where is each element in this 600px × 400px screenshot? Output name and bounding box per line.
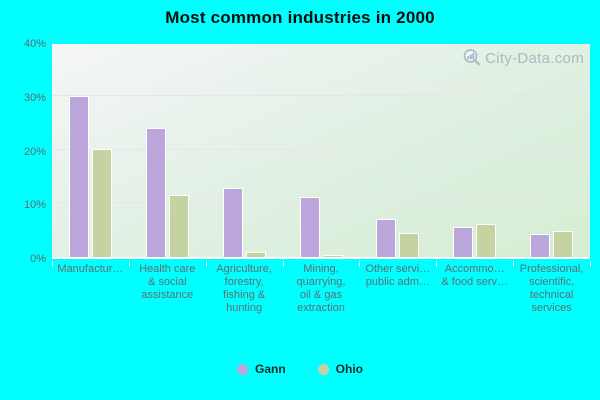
x-tick-label-6: Professional, scientific, technical service… [513,263,590,315]
bar-gann-2 [222,188,243,257]
gridline-20 [52,148,590,150]
x-tick-label-line: Manufactur… [57,263,124,275]
chart-title: Most common industries in 2000 [165,8,435,27]
bar-group-2 [222,188,266,257]
x-tick-label-3: Mining, quarrying, oil & gas extraction [283,263,360,315]
x-tick-label-line: scientific, [528,276,575,288]
bar-gann-1 [145,128,166,257]
x-tick-label-line: & social [148,276,187,288]
x-tick-label-0: Manufactur… [52,263,129,276]
x-axis-labels: Manufactur… Health care & social assistance… [52,263,590,323]
bar-gann-4 [376,219,397,257]
watermark-text: City-Data.com [485,49,584,67]
x-tick-label-line: services [531,302,572,314]
x-axis-tick-4 [359,261,361,267]
x-tick-label-line: extraction [297,302,345,314]
bar-gann-0 [68,95,89,257]
x-tick-label-line: fishing & [223,289,266,301]
legend-swatch-icon [237,363,248,375]
y-tick-label-30: 30% [23,91,46,104]
x-tick-label-line: Professional, [519,263,584,275]
bar-ohio-4 [399,233,420,257]
watermark: City-Data.com [462,48,584,68]
x-axis-tick-7 [590,261,591,267]
x-tick-label-line: oil & gas [299,289,343,301]
x-tick-label-line: forestry, [224,276,264,288]
bar-group-6 [530,230,574,257]
bar-group-5 [453,224,497,257]
y-tick-label-40: 40% [23,38,46,50]
y-tick-label-0: 0% [30,253,46,265]
x-tick-label-line: Mining, [303,263,339,275]
plot-area: City-Data.com [52,44,590,259]
bar-gann-5 [453,226,474,257]
x-tick-label-line: Agriculture, [216,263,272,275]
legend: Gann Ohio [0,362,600,376]
gridline-10 [52,202,590,204]
bar-ohio-0 [91,148,112,257]
bar-gann-3 [299,196,320,257]
bar-group-4 [376,219,420,257]
bar-group-1 [145,128,189,257]
x-axis-tick-3 [282,261,284,267]
x-axis-tick-2 [205,261,207,267]
legend-label: Gann [255,362,286,376]
x-tick-label-line: quarrying, [296,276,346,288]
x-tick-label-2: Agriculture, forestry, fishing & hunting [206,263,283,315]
x-tick-label-5: Accommo… & food serv… [436,263,513,289]
x-tick-label-4: Other servi… public adm… [359,263,436,289]
x-axis-tick-5 [436,261,438,267]
x-axis-tick-0 [52,261,53,267]
x-axis-tick-6 [513,261,515,267]
city-data-logo-icon [462,48,482,68]
legend-item-ohio: Ohio [317,362,363,376]
bar-ohio-5 [476,224,497,257]
bar-ohio-1 [168,194,189,257]
x-tick-label-1: Health care & social assistance [129,263,206,302]
bar-ohio-6 [553,230,574,257]
bar-ohio-3 [322,255,343,257]
x-axis-tick-1 [128,261,130,267]
x-tick-label-line: Health care [139,263,196,275]
x-tick-label-line: & food serv… [441,276,509,288]
x-tick-label-line: public adm… [365,276,430,288]
x-tick-label-line: technical [529,289,574,301]
y-tick-label-20: 20% [23,145,46,158]
legend-label: Ohio [335,362,363,376]
gridline-30 [52,94,590,96]
x-tick-label-line: Other servi… [365,263,431,275]
legend-swatch-icon [317,363,329,375]
bar-ohio-2 [245,251,266,257]
bar-group-0 [68,95,112,257]
bar-group-3 [299,196,343,257]
y-tick-label-10: 10% [23,199,46,212]
x-tick-label-line: assistance [141,289,194,301]
bar-gann-6 [530,234,551,257]
x-tick-label-line: hunting [226,302,263,314]
x-tick-label-line: Accommo… [444,263,505,275]
legend-item-gann: Gann [237,362,286,376]
